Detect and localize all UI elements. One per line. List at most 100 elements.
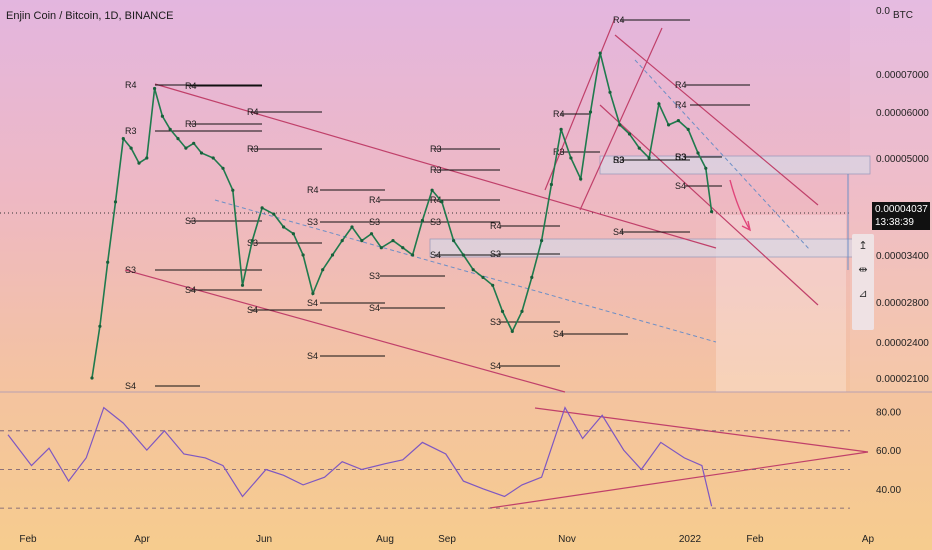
pivot-level-label: R4 [553,109,565,119]
last-price-value: 0.00004037 [875,204,928,215]
price-point [199,151,204,155]
price-point [588,110,593,114]
pivot-level-label: S3 [185,216,196,226]
pivot-level-label: S3 [369,271,380,281]
price-point [90,376,94,380]
price-point [291,232,295,236]
pivot-level-label: S3 [675,152,686,162]
price-point [540,239,544,243]
price-point [330,253,335,257]
price-point [192,141,196,145]
time-tick-label: Apr [134,534,150,545]
channel-upper-line [154,83,717,249]
price-point [113,200,118,204]
price-point [549,182,554,187]
price-point [184,146,188,150]
dashed-forecast-line [634,59,811,251]
price-point [608,90,612,94]
uptrend-left-line [544,17,616,191]
rsi-lower-trendline [489,451,869,509]
pivot-level-label: S4 [553,329,564,339]
price-point [176,137,180,141]
rsi-upper-trendline [534,407,869,453]
price-point [704,166,708,170]
price-point [440,200,444,204]
last-price-badge: 0.00004037 13:38:39 [872,202,930,230]
price-tick-label: 0.00002800 [876,298,929,309]
price-point [510,329,514,333]
price-point [530,275,534,279]
pivot-level-label: R3 [125,126,137,136]
time-tick-label: Jun [256,534,272,545]
price-point [618,123,622,127]
pivot-level-label: S3 [613,155,624,165]
price-scale-bg [850,0,932,392]
price-point [160,114,164,118]
price-point [430,188,434,192]
pivot-level-label: S3 [369,217,380,227]
pivot-level-label: R4 [247,107,259,117]
time-tick-label: Aug [376,534,394,545]
pivot-level-label: R4 [430,195,442,205]
pivot-level-label: S3 [307,217,318,227]
price-point [168,127,172,131]
price-point [491,283,495,287]
rsi-tick-label: 80.00 [876,407,901,418]
price-point [500,309,505,313]
resistance-zone [599,155,871,175]
price-point [301,253,305,257]
price-point [627,132,632,136]
pivot-level-label: R3 [675,152,687,162]
pivot-level-label: R3 [430,165,442,175]
price-point [598,51,602,55]
price-point [121,137,125,141]
pivot-level-label: R4 [675,80,687,90]
price-point [272,212,276,216]
price-point [520,309,524,313]
ruler-icon[interactable]: ⊿ [858,288,868,300]
pivot-level-label: S3 [490,317,501,327]
bar-countdown: 13:38:39 [875,217,914,228]
pivot-level-label: R4 [675,100,687,110]
pivot-level-label: R4 [490,221,502,231]
price-point [471,268,475,272]
pivot-level-label: S4 [307,298,318,308]
price-tick-label: 0.00002400 [876,338,929,349]
arrows-horizontal-icon[interactable]: ⇹ [858,264,868,276]
forecast-arrowhead [741,220,752,232]
pivot-level-label: S4 [613,227,624,237]
price-point [260,206,264,210]
price-point [221,166,225,170]
price-point [153,86,157,91]
price-point [667,123,671,127]
price-point [231,188,235,192]
pivot-level-label: R3 [430,144,442,154]
price-point [98,324,102,328]
pivot-level-label: R4 [613,15,625,25]
price-tick-label: 0.00005000 [876,154,929,165]
pivot-level-label: S4 [369,303,380,313]
price-point [311,291,315,296]
price-point [710,210,714,214]
arrow-up-bar-icon[interactable]: ↥ [858,240,868,252]
price-point [145,156,149,160]
price-point [137,161,141,165]
pivot-level-label: S3 [490,249,501,259]
price-unit-label: BTC [893,10,913,21]
price-point [647,156,651,160]
dashed-mid-line [214,199,717,343]
price-point [106,260,110,264]
rsi-tick-label: 40.00 [876,485,901,496]
time-tick-label: Sep [438,534,456,545]
pivot-level-label: S4 [675,181,686,191]
price-point [369,232,374,236]
price-point [250,239,254,243]
time-tick-label: Ap [862,534,875,545]
price-point [696,151,700,155]
pivot-level-label: R4 [185,81,197,91]
pivot-level-label: S4 [247,305,258,315]
price-point [321,268,325,272]
price-tick-label: 0.00002100 [876,374,929,385]
pivot-level-label: S3 [430,217,441,227]
